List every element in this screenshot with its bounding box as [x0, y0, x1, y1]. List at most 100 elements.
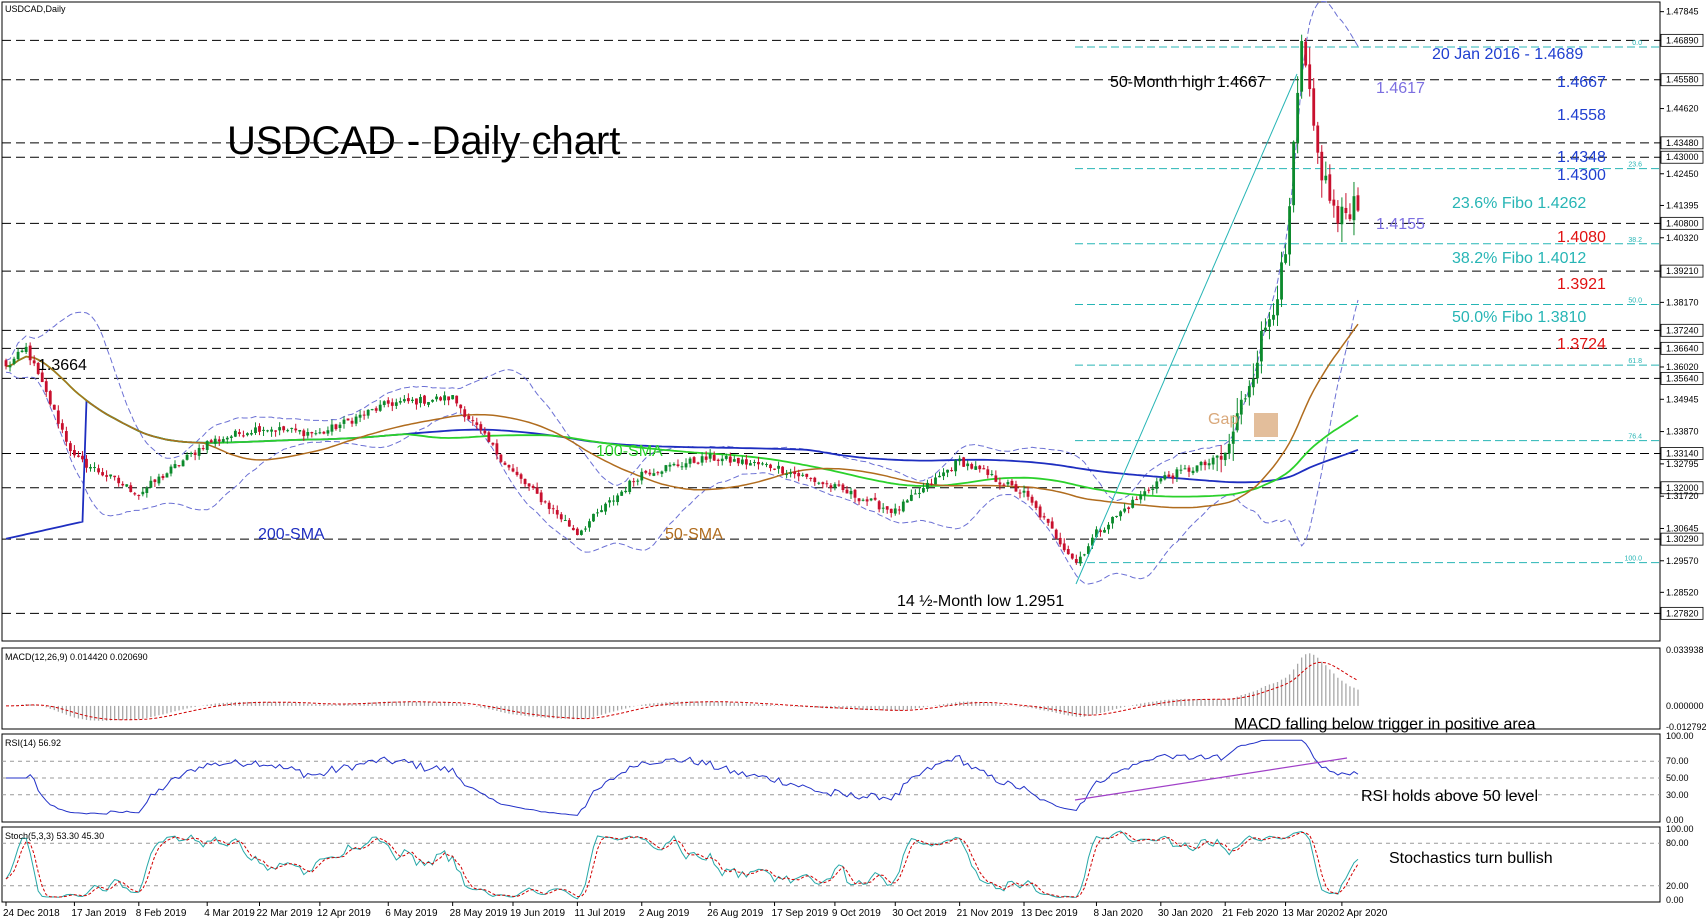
- rsi-tick-label: 0.00: [1666, 815, 1684, 825]
- moving-averages: [5, 323, 1359, 540]
- candle-body: [909, 494, 913, 501]
- candle-body: [398, 401, 402, 403]
- candle-body: [616, 495, 620, 503]
- candle-body: [748, 463, 752, 466]
- price-tick-label: 1.45580: [1666, 75, 1699, 85]
- rsi-trendline: [1074, 757, 1348, 801]
- price-tick-label: 1.29570: [1666, 556, 1699, 566]
- candle-body: [1050, 521, 1054, 529]
- candle-body: [938, 475, 941, 478]
- candle-body: [201, 448, 205, 450]
- price-tick-label: 1.30290: [1666, 534, 1699, 544]
- candle-body: [246, 433, 249, 436]
- candle-body: [145, 487, 149, 493]
- candle-body: [1002, 484, 1006, 486]
- candle-body: [604, 503, 607, 512]
- candle-body: [129, 485, 133, 493]
- sma50-annotation: 50-SMA: [665, 526, 723, 543]
- fibonacci-level-label: 76.4: [1628, 434, 1642, 441]
- candle-body: [137, 495, 141, 497]
- candle-body: [1147, 489, 1151, 491]
- candle-body: [636, 480, 640, 482]
- candle-body: [1010, 480, 1014, 486]
- bollinger-bands: [5, 0, 1359, 585]
- candle-body: [1167, 474, 1171, 477]
- price-tick-label: 1.33870: [1666, 427, 1699, 437]
- candle-body: [821, 482, 825, 485]
- candle-body: [1235, 413, 1239, 431]
- candle-body: [1344, 207, 1348, 214]
- candle-body: [1316, 125, 1320, 153]
- candle-body: [1054, 529, 1058, 539]
- fibonacci-level-label: 61.8: [1628, 358, 1642, 365]
- bollinger-lower: [5, 299, 1359, 585]
- candle-body: [487, 432, 491, 442]
- candle-body: [101, 472, 104, 476]
- candle-body: [1123, 508, 1127, 512]
- candle-body: [1324, 175, 1328, 181]
- macd-series: 0.033938 0.000000 -0.012792: [6, 645, 1706, 732]
- candle-body: [431, 399, 434, 402]
- candle-body: [797, 473, 801, 477]
- candle-body: [32, 360, 36, 364]
- date-tick-label: 8 Jan 2020: [1093, 908, 1143, 919]
- candle-body: [77, 455, 80, 457]
- candle-body: [499, 454, 503, 462]
- candle-body: [926, 482, 929, 489]
- candle-body: [20, 350, 24, 353]
- candle-body: [1131, 499, 1135, 508]
- candle-body: [773, 468, 776, 470]
- rsi-tick-label: 30.00: [1666, 790, 1689, 800]
- candle-body: [342, 419, 346, 424]
- candle-body: [922, 488, 925, 493]
- price-tick-label: 1.34945: [1666, 394, 1699, 404]
- candle-body: [628, 480, 632, 493]
- candle-body: [350, 420, 354, 424]
- candle-body: [354, 416, 358, 424]
- candle-body: [905, 500, 909, 503]
- candle-body: [475, 422, 479, 425]
- candle-body: [483, 430, 487, 434]
- candle-body: [48, 391, 52, 405]
- candle-body: [318, 432, 322, 434]
- candle-body: [946, 469, 949, 473]
- price-tick-label: 1.46890: [1666, 35, 1699, 45]
- candle-body: [680, 466, 684, 468]
- candle-body: [1320, 151, 1324, 181]
- candle-body: [1308, 64, 1312, 90]
- date-tick-label: 19 Jun 2019: [510, 908, 565, 919]
- candle-body: [845, 489, 849, 494]
- macd-annotation: MACD falling below trigger in positive a…: [1234, 716, 1536, 733]
- candle-body: [913, 493, 917, 495]
- candle-body: [209, 440, 213, 443]
- candle-body: [519, 474, 523, 479]
- candle-body: [233, 430, 237, 437]
- candle-body: [374, 408, 378, 411]
- candle-body: [688, 458, 692, 464]
- candle-body: [278, 427, 282, 431]
- stoch-panel-frame: [1, 826, 1661, 903]
- candle-body: [467, 415, 471, 420]
- date-tick-label: 28 May 2019: [450, 908, 508, 919]
- candle-body: [8, 365, 12, 368]
- macd-panel-frame: [1, 647, 1661, 730]
- price-tag-box: [1660, 341, 1704, 355]
- candle-body: [1300, 40, 1304, 92]
- candle-body: [1231, 431, 1235, 444]
- candle-body: [1111, 516, 1114, 524]
- candle-body: [1095, 529, 1098, 538]
- price-tick-label: 1.39210: [1666, 266, 1699, 276]
- candle-body: [897, 509, 901, 511]
- candle-body: [873, 497, 877, 500]
- candle-body: [447, 396, 451, 401]
- candle-body: [535, 487, 539, 494]
- candle-body: [584, 528, 587, 530]
- candle-body: [237, 432, 241, 435]
- candle-body: [177, 465, 181, 467]
- candle-body: [1086, 546, 1090, 554]
- candle-body: [1006, 482, 1010, 485]
- candle-body: [1328, 174, 1332, 201]
- candle-body: [93, 467, 96, 469]
- candle-body: [1288, 206, 1291, 255]
- candle-body: [986, 469, 990, 475]
